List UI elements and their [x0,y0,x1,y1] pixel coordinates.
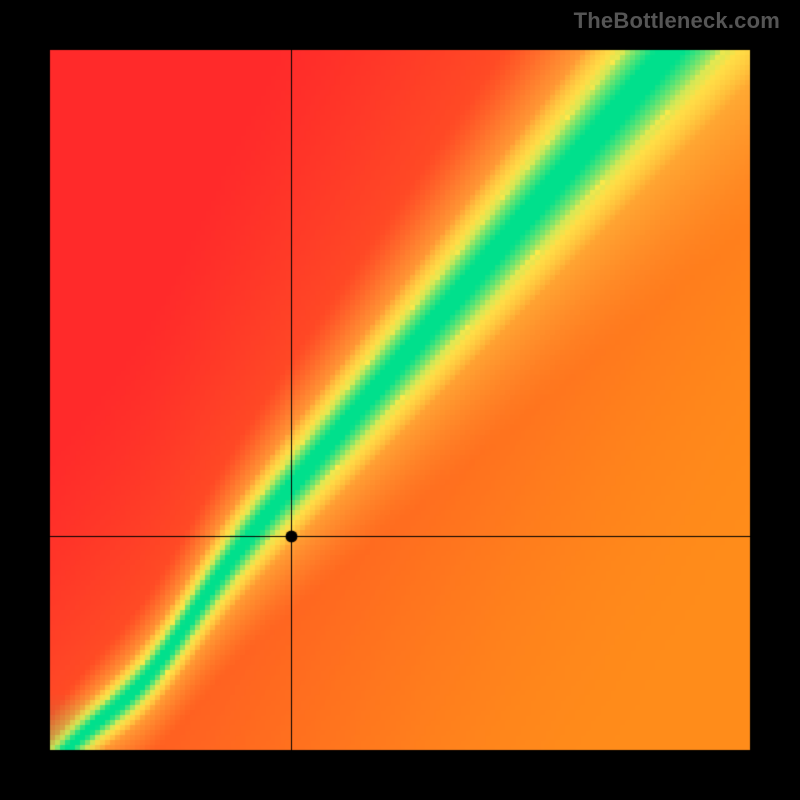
bottleneck-heatmap [0,0,800,800]
watermark-text: TheBottleneck.com [574,8,780,34]
chart-container: TheBottleneck.com [0,0,800,800]
